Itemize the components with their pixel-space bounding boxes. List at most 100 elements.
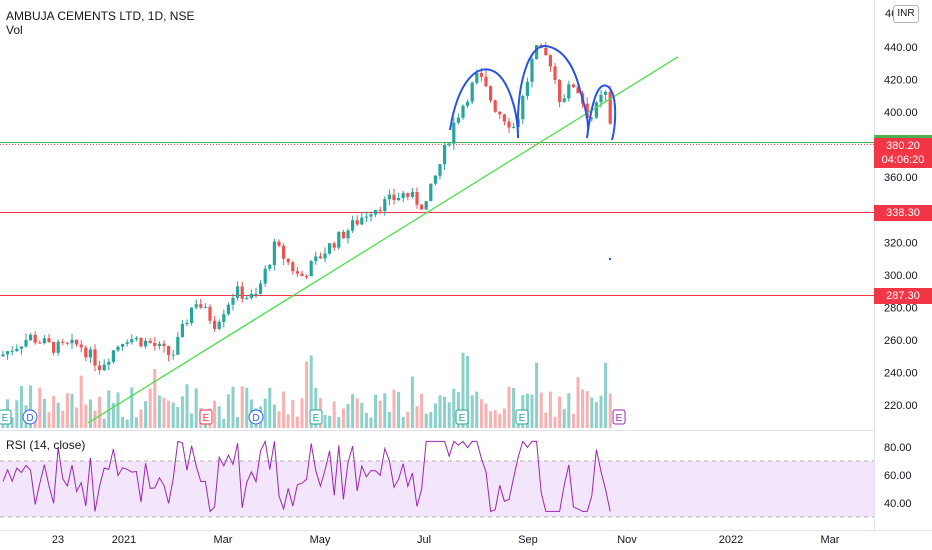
candle-body	[590, 117, 594, 119]
volume-bar	[56, 402, 60, 428]
volume-bar	[107, 390, 111, 428]
currency-button[interactable]: INR	[893, 5, 919, 23]
dividend-marker[interactable]: D	[22, 409, 38, 425]
marker-shape	[515, 409, 529, 425]
volume-bar	[167, 400, 171, 428]
candle-body	[470, 82, 474, 102]
volume-bar	[378, 400, 382, 428]
time-tick-label: 2022	[719, 534, 743, 546]
rsi-label[interactable]: RSI (14, close)	[6, 438, 86, 452]
candle-body	[222, 314, 226, 322]
volume-bar	[277, 411, 281, 428]
candle-body	[521, 95, 525, 120]
volume-bar	[19, 386, 23, 428]
candle-body	[548, 55, 552, 67]
price-pane[interactable]	[0, 0, 874, 430]
candle-body	[475, 72, 479, 83]
level-label-287[interactable]: 287.30	[874, 287, 932, 304]
candle-body	[134, 337, 138, 340]
marker-shape	[0, 409, 12, 425]
candle-body	[544, 47, 548, 56]
volume-bar	[286, 414, 290, 428]
volume-bar	[70, 393, 74, 428]
candle-body	[6, 351, 10, 355]
candle-body	[171, 354, 175, 356]
candle-body	[484, 76, 488, 87]
volume-label[interactable]: Vol	[6, 23, 23, 37]
candle-body	[240, 286, 244, 299]
volume-bar	[383, 393, 387, 428]
earnings-marker[interactable]: E	[309, 409, 323, 425]
candle-body	[277, 241, 281, 246]
volume-bar	[84, 404, 88, 428]
candle-body	[125, 342, 129, 344]
price-tick-label: 260.00	[884, 335, 918, 347]
candle-body	[268, 264, 272, 269]
volume-bar	[539, 392, 543, 428]
candle-body	[585, 103, 589, 118]
volume-bar	[291, 400, 295, 428]
volume-bar	[65, 393, 69, 428]
candle-body	[231, 297, 235, 305]
dividend-marker[interactable]: D	[248, 409, 264, 425]
candle-body	[148, 340, 152, 343]
marker-letter: E	[313, 413, 320, 424]
volume-bar	[452, 388, 456, 428]
price-tick-label: 240.00	[884, 368, 918, 380]
candle-body	[65, 342, 69, 344]
volume-bar	[111, 402, 115, 428]
candle-body	[351, 220, 355, 231]
rsi-band	[0, 460, 874, 518]
marker-letter: E	[459, 413, 466, 424]
volume-bar	[245, 387, 249, 428]
candle-body	[102, 364, 106, 371]
earnings-marker[interactable]: E	[612, 409, 626, 425]
price-tick-label: 420.00	[884, 75, 918, 87]
current-price-label: 380.20 04:06:20	[874, 138, 932, 169]
candle-body	[530, 59, 534, 82]
candle-body	[236, 286, 240, 298]
candle-body	[479, 72, 483, 77]
level-label-338[interactable]: 338.30	[874, 204, 932, 221]
price-tick-label: 360.00	[884, 172, 918, 184]
candle-body	[116, 346, 120, 351]
earnings-marker[interactable]: E	[0, 409, 12, 425]
rsi-tick-label: 60.00	[884, 470, 912, 482]
volume-bar	[475, 391, 479, 428]
candle-body	[438, 164, 442, 176]
volume-bar	[364, 412, 368, 428]
candle-body	[594, 102, 598, 118]
volume-bar	[10, 417, 14, 428]
volume-bar	[305, 361, 309, 428]
candle-body	[424, 201, 428, 210]
candle-body	[107, 361, 111, 365]
volume-bar	[493, 410, 497, 428]
volume-bar	[604, 362, 608, 428]
earnings-marker[interactable]: E	[515, 409, 529, 425]
marker-shape	[248, 409, 264, 425]
time-tick-label: Mar	[821, 534, 840, 546]
volume-bar	[360, 402, 364, 428]
volume-bar	[351, 394, 355, 428]
candle-body	[493, 100, 497, 112]
volume-bar	[608, 393, 612, 428]
earnings-marker[interactable]: E	[199, 409, 213, 425]
candle-body	[203, 306, 207, 308]
candle-body	[305, 276, 309, 278]
candle-body	[121, 343, 125, 347]
volume-bar	[272, 404, 276, 428]
candle-body	[33, 334, 37, 343]
candle-body	[10, 351, 14, 353]
candle-body	[323, 253, 327, 259]
candle-body	[38, 342, 42, 344]
candle-body	[208, 306, 212, 321]
time-tick-label: Mar	[214, 534, 233, 546]
symbol-title[interactable]: AMBUJA CEMENTS LTD, 1D, NSE	[6, 9, 195, 23]
candle-body	[190, 307, 194, 323]
earnings-marker[interactable]: E	[455, 409, 469, 425]
rsi-band-fill	[0, 461, 874, 517]
candle-body	[56, 341, 60, 353]
volume-bar	[157, 395, 161, 428]
candle-body	[415, 192, 419, 205]
